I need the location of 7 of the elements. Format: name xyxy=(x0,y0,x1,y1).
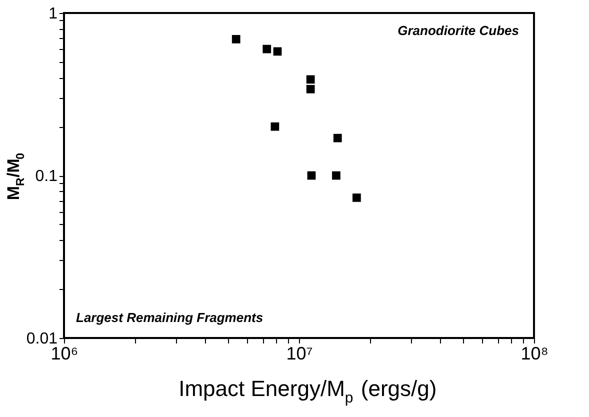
y-tick-label: 1 xyxy=(48,6,58,22)
x-tick-label: 10⁸ xyxy=(520,344,548,364)
y-tick-label: 0.1 xyxy=(35,168,58,185)
x-tick-label: 10⁷ xyxy=(286,344,313,364)
y-axis-title: MR/M0 xyxy=(4,152,28,200)
annotation: Largest Remaining Fragments xyxy=(76,310,264,325)
annotation: Granodiorite Cubes xyxy=(398,23,519,38)
